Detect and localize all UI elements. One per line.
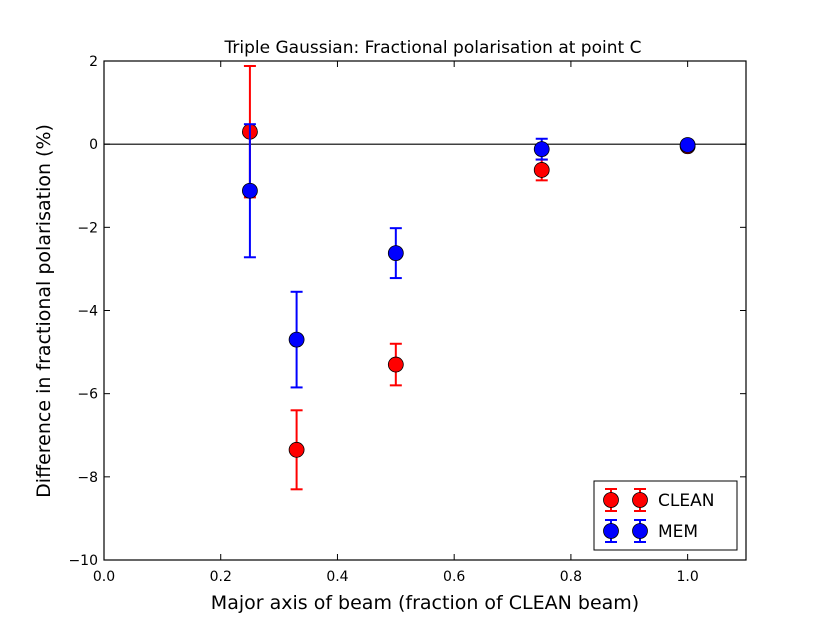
legend-item-clean: CLEAN [603,488,714,512]
x-axis-label: Major axis of beam (fraction of CLEAN be… [211,592,639,614]
y-tick-label: −10 [68,553,98,569]
data-point [387,245,404,262]
x-tick-label: 0.0 [93,569,115,585]
legend-marker [603,523,619,539]
legend-box [593,480,738,551]
y-tick-label: −8 [77,470,98,486]
data-point [679,137,696,153]
x-tick-label: 0.8 [560,569,582,585]
legend: CLEAN MEM [593,480,738,551]
x-tick-label: 0.2 [210,569,232,585]
plot-frame [103,60,747,561]
legend-item-mem: MEM [603,519,698,543]
data-point [533,141,550,158]
plot-area: 0.0 0.2 0.4 0.6 0.8 1.0 −10 −8 −6 −4 −2 0 2 CLEAN MEM [68,54,747,585]
x-tick-label: 0.6 [443,569,465,585]
y-tick-label: −2 [77,220,98,236]
legend-marker [632,492,648,508]
legend-marker [603,492,619,508]
data-point [288,331,305,348]
data-point [288,441,305,458]
data-point [533,162,550,178]
y-tick-label: 0 [89,137,98,153]
y-tick-label: −6 [77,387,98,403]
x-tick-label: 1.0 [677,569,699,585]
legend-marker [632,523,648,539]
legend-label: MEM [658,522,698,542]
legend-label: CLEAN [658,491,714,511]
data-point [242,182,258,199]
x-tick-label: 0.4 [326,569,348,585]
y-tick-label: −4 [77,304,98,320]
chart-title: Triple Gaussian: Fractional polarisation… [224,38,642,58]
data-point [387,356,404,373]
y-tick-label: 2 [89,54,98,70]
series-mem [242,123,696,389]
y-axis-label: Difference in fractional polarisation (%… [33,124,55,498]
